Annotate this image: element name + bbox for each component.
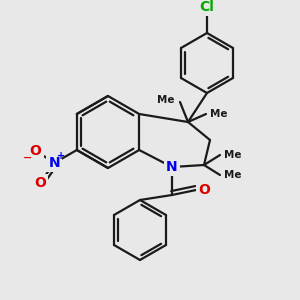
Text: O: O bbox=[198, 183, 210, 197]
Text: O: O bbox=[30, 144, 42, 158]
Text: −: − bbox=[23, 153, 32, 163]
Text: N: N bbox=[49, 156, 60, 170]
Text: N: N bbox=[166, 160, 178, 174]
Text: Me: Me bbox=[210, 109, 227, 119]
Text: Cl: Cl bbox=[200, 0, 214, 14]
Text: Me: Me bbox=[224, 150, 242, 160]
Text: +: + bbox=[57, 151, 65, 161]
Text: Me: Me bbox=[224, 170, 242, 180]
Text: Me: Me bbox=[157, 95, 174, 105]
Text: O: O bbox=[34, 176, 46, 190]
